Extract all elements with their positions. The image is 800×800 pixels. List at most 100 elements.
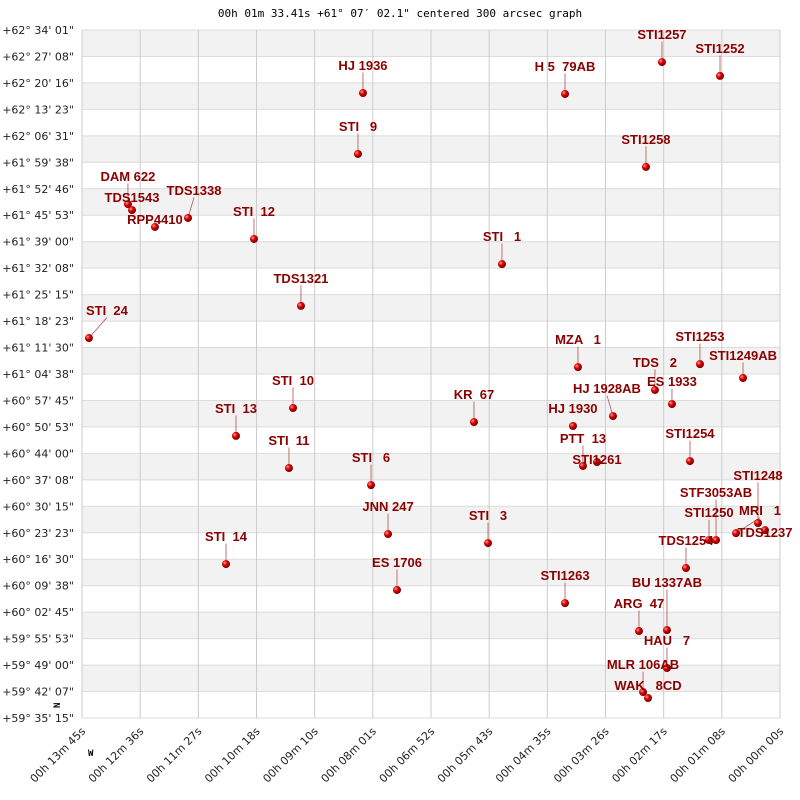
star-label: STI 3 <box>469 508 507 523</box>
y-tick-label: +61° 04' 38" <box>2 368 74 381</box>
star-label: STI 9 <box>339 119 377 134</box>
star-label: STI 12 <box>233 204 275 219</box>
y-axis-ticks: +62° 34' 01" +62° 27' 08" +62° 20' 16" +62°… <box>2 24 74 725</box>
x-tick-label: 00h 00m 00s <box>726 725 787 786</box>
star-label: KR 67 <box>454 387 494 402</box>
x-tick-label: 00h 01m 08s <box>668 725 729 786</box>
star-label: STI1249AB <box>709 348 777 363</box>
x-tick-label: 00h 04m 35s <box>493 725 554 786</box>
star-label: MRI 1 <box>739 503 781 518</box>
star-point <box>716 71 725 80</box>
star-label: WAK 8CD <box>614 678 681 693</box>
star-label: TDS 2 <box>633 355 677 370</box>
y-tick-label: +62° 27' 08" <box>2 50 74 63</box>
x-tick-label: 00h 09m 10s <box>260 725 321 786</box>
star-label: TDS1254 <box>659 533 715 548</box>
star-point <box>289 403 298 412</box>
chart-title: 00h 01m 33.41s +61° 07′ 02.1" centered 3… <box>218 7 582 20</box>
y-tick-label: +61° 11' 30" <box>2 342 74 355</box>
star-point <box>128 206 137 215</box>
star-point <box>284 464 293 473</box>
north-marker: N <box>53 703 63 708</box>
y-tick-label: +60° 44' 00" <box>2 447 74 460</box>
star-point <box>561 599 570 608</box>
star-point <box>662 664 671 673</box>
star-label: RPP4410 <box>127 212 183 227</box>
star-point <box>761 526 770 535</box>
star-point <box>573 363 582 372</box>
grid-lines <box>81 29 781 719</box>
star-point <box>384 530 393 539</box>
stars <box>84 58 770 703</box>
star-label: HJ 1936 <box>338 58 387 73</box>
y-tick-label: +61° 59' 38" <box>2 156 74 169</box>
star-point <box>657 58 666 67</box>
star-point <box>250 234 259 243</box>
x-tick-label: 00h 06m 52s <box>377 725 438 786</box>
star-label: STI1261 <box>572 452 621 467</box>
y-tick-label: +62° 13' 23" <box>2 103 74 116</box>
star-label: HAU 7 <box>644 633 690 648</box>
star-point <box>358 89 367 98</box>
star-label: MLR 106AB <box>607 657 679 672</box>
star-label: STF3053AB <box>680 485 752 500</box>
y-tick-label: +61° 39' 00" <box>2 236 74 249</box>
west-marker: W <box>88 749 94 759</box>
star-label: STI 13 <box>215 401 257 416</box>
star-point <box>682 564 691 573</box>
star-point <box>221 560 230 569</box>
star-point <box>469 418 478 427</box>
star-label: HJ 1930 <box>548 401 597 416</box>
star-label: STI1248 <box>733 468 782 483</box>
star-label: TDS1543 <box>105 190 160 205</box>
star-point <box>685 457 694 466</box>
y-tick-label: +62° 06' 31" <box>2 130 74 143</box>
star-label: BU 1337AB <box>632 575 702 590</box>
star-point <box>392 585 401 594</box>
x-tick-label: 00h 12m 36s <box>86 725 147 786</box>
star-label: HJ 1928AB <box>573 381 641 396</box>
label-leader-line <box>88 317 108 339</box>
star-point <box>150 222 159 231</box>
star-label: ES 1933 <box>647 374 697 389</box>
star-point <box>695 360 704 369</box>
x-tick-label: 00h 13m 45s <box>28 725 89 786</box>
y-tick-label: +61° 45' 53" <box>2 209 74 222</box>
star-point <box>592 458 601 467</box>
y-tick-label: +60° 09' 38" <box>2 580 74 593</box>
y-tick-label: +61° 52' 46" <box>2 183 74 196</box>
star-point <box>497 260 506 269</box>
y-tick-label: +59° 49' 00" <box>2 659 74 672</box>
x-tick-label: 00h 05m 43s <box>435 725 496 786</box>
y-tick-label: +61° 25' 15" <box>2 289 74 302</box>
y-tick-label: +59° 55' 53" <box>2 633 74 646</box>
star-point <box>732 529 741 538</box>
star-label: STI 14 <box>205 529 248 544</box>
star-label: STI1258 <box>621 132 670 147</box>
star-point <box>367 481 376 490</box>
star-label: TDS1321 <box>273 271 328 286</box>
y-tick-label: +61° 18' 23" <box>2 315 74 328</box>
star-label: STI1263 <box>540 568 589 583</box>
star-label: STI1257 <box>637 27 686 42</box>
star-point <box>641 162 650 171</box>
y-tick-label: +62° 20' 16" <box>2 77 74 90</box>
star-label: ES 1706 <box>372 555 422 570</box>
x-tick-label: 00h 03m 26s <box>551 725 612 786</box>
star-point <box>634 627 643 636</box>
star-label: STI 24 <box>86 303 129 318</box>
star-point <box>484 539 493 548</box>
star-label: STI 11 <box>268 433 309 448</box>
star-point <box>639 688 648 697</box>
y-tick-label: +60° 50' 53" <box>2 421 74 434</box>
star-label: STI 10 <box>272 373 314 388</box>
star-point <box>353 149 362 158</box>
star-point <box>184 213 193 222</box>
star-point <box>705 536 714 545</box>
y-tick-label: +60° 30' 15" <box>2 500 74 513</box>
y-tick-label: +60° 02' 45" <box>2 606 74 619</box>
star-label: MZA 1 <box>555 332 601 347</box>
star-point <box>667 400 676 409</box>
